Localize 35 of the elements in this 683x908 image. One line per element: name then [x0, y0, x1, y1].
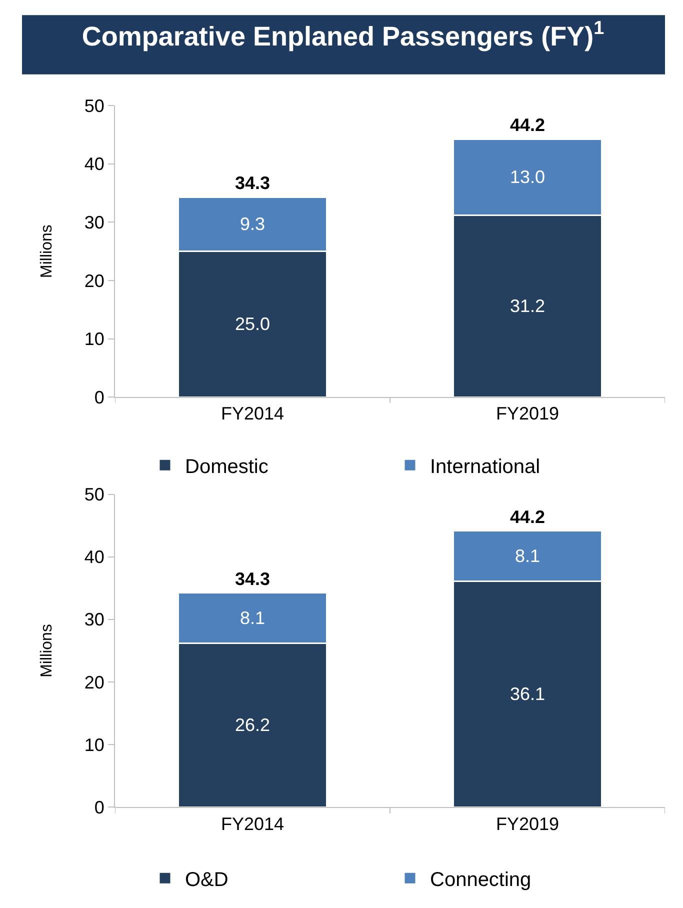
total-label: 34.3	[235, 569, 270, 589]
legend-label: O&D	[185, 868, 228, 891]
y-tick-label: 0	[94, 387, 104, 408]
legend-label: International	[430, 456, 540, 478]
data-label: 31.2	[510, 296, 546, 316]
data-label: 8.1	[240, 608, 266, 628]
y-tick-label: 50	[84, 484, 104, 505]
chart-title: Comparative Enplaned Passengers (FY)$^{1}$	[82, 18, 604, 52]
y-tick-label: 40	[84, 154, 104, 174]
total-label: 44.2	[510, 507, 546, 527]
y-tick-label: 50	[84, 96, 104, 116]
total-label: 34.3	[235, 173, 270, 193]
y-axis-title: Millions	[38, 224, 56, 278]
x-tick-label: FY2019	[496, 404, 560, 424]
y-tick-label: 40	[84, 547, 104, 568]
y-tick-label: 0	[94, 797, 104, 818]
y-tick-label: 30	[84, 610, 104, 630]
x-tick-label: FY2014	[220, 814, 284, 834]
y-tick-label: 10	[84, 329, 104, 350]
x-tick-label: FY2019	[496, 814, 560, 834]
data-label: 8.1	[514, 546, 540, 566]
x-tick-label: FY2014	[220, 404, 284, 424]
y-axis-title: Millions	[38, 624, 56, 678]
y-tick-label: 20	[84, 672, 104, 692]
data-label: 26.2	[234, 715, 270, 736]
data-label: 13.0	[510, 167, 546, 188]
data-label: 9.3	[240, 214, 266, 234]
y-tick-label: 20	[84, 270, 104, 291]
y-tick-label: 10	[84, 734, 104, 755]
total-label: 44.2	[510, 115, 546, 135]
data-label: 36.1	[510, 684, 546, 704]
y-tick-label: 30	[84, 212, 104, 232]
legend-label: Domestic	[185, 456, 268, 478]
legend-label: Connecting	[430, 868, 532, 891]
data-label: 25.0	[234, 314, 270, 334]
